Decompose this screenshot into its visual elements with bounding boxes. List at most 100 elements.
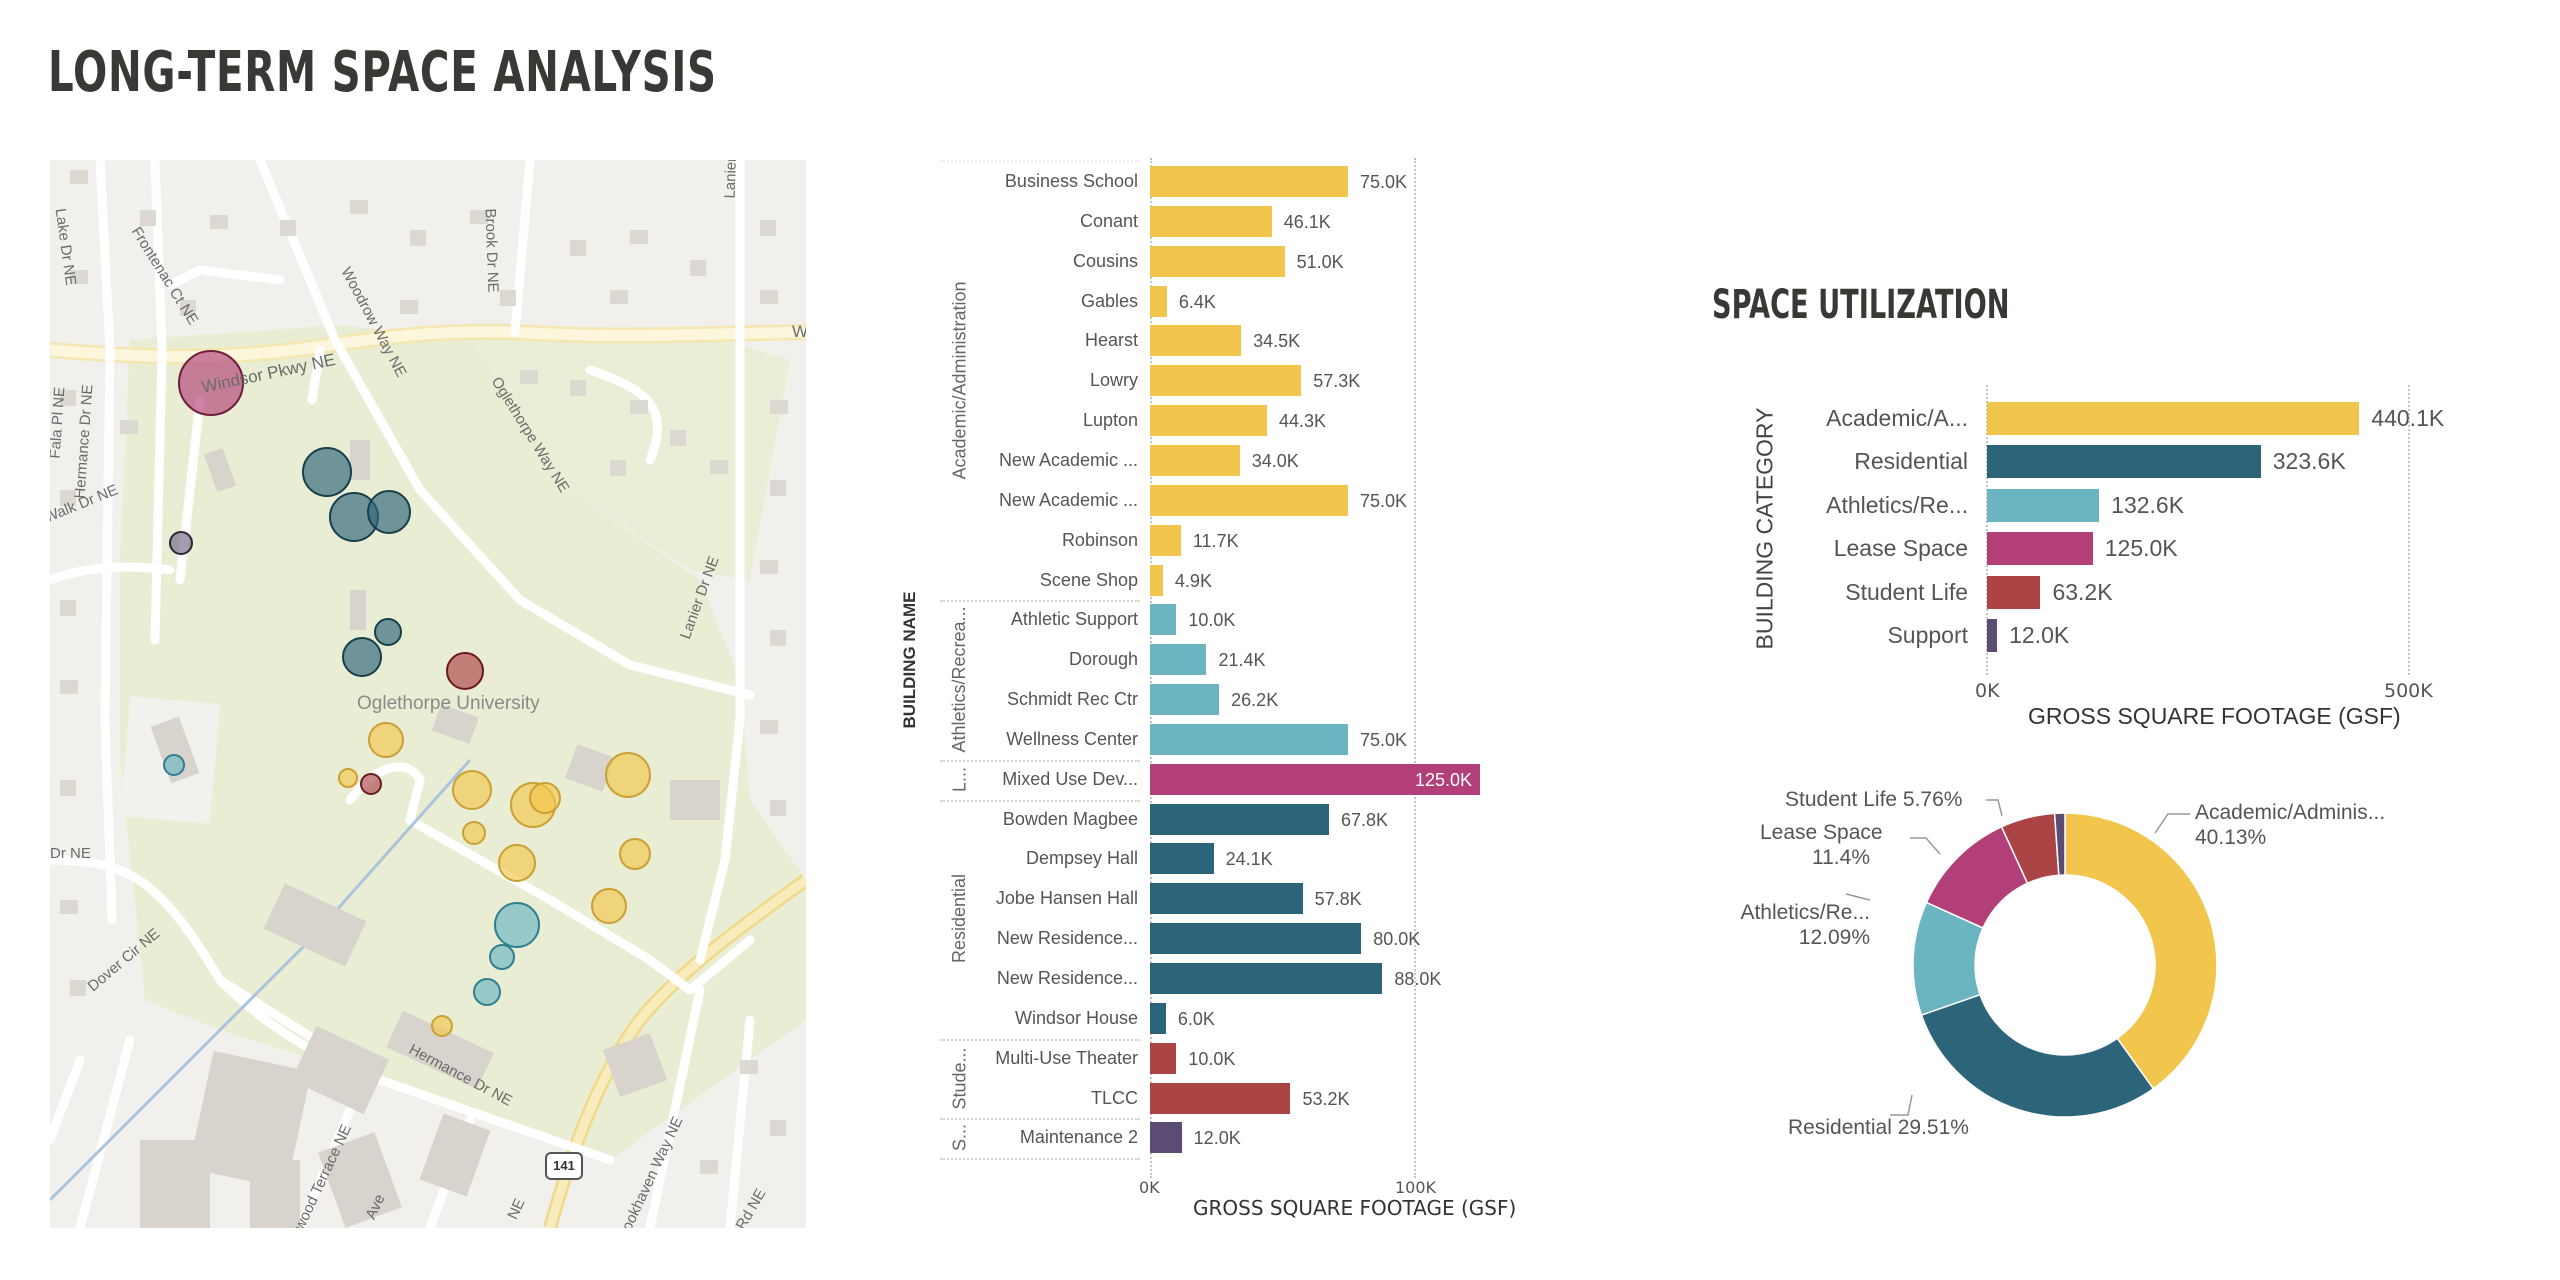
bar-value: 6.0K: [1177, 1008, 1215, 1029]
bar-label: Business School: [1004, 171, 1138, 191]
map-bubble[interactable]: [338, 768, 358, 788]
donut-slice[interactable]: [1920, 993, 2155, 1118]
category-label: Residential: [1854, 448, 1968, 474]
group-label: Residential: [949, 874, 970, 964]
street-label: Brook Dr NE: [481, 208, 502, 293]
bar[interactable]: [1150, 763, 1480, 795]
bar-label: Windsor House: [1014, 1007, 1138, 1028]
bar[interactable]: [1150, 604, 1177, 636]
map-bubble[interactable]: [462, 821, 486, 845]
category-value: 323.6K: [2272, 448, 2346, 474]
bar[interactable]: [1150, 285, 1167, 317]
bar[interactable]: [1150, 245, 1285, 277]
map-bubble[interactable]: [619, 838, 651, 870]
bar[interactable]: [1150, 444, 1240, 476]
gridline-100k: [1414, 158, 1416, 1178]
bar[interactable]: [1150, 1122, 1182, 1154]
donut-chart: [1845, 799, 2218, 1118]
x-tick: 100K: [1395, 1178, 1437, 1197]
bar[interactable]: [1150, 684, 1220, 716]
category-bar[interactable]: [1987, 576, 2041, 609]
bar-value: 4.9K: [1174, 570, 1212, 591]
map-bubble[interactable]: [302, 447, 352, 497]
bar-value: 10.0K: [1188, 610, 1236, 631]
x-axis-title: GROSS SQUARE FOOTAGE (GSF): [1193, 1196, 1517, 1220]
bar-label: Mixed Use Dev...: [1002, 768, 1138, 789]
bar-value: 21.4K: [1218, 650, 1266, 671]
bar[interactable]: [1150, 883, 1303, 915]
category-label: Support: [1887, 622, 1968, 648]
bar-value: 125.0K: [1414, 769, 1472, 790]
category-bar[interactable]: [1987, 402, 2360, 435]
category-value: 63.2K: [2052, 579, 2113, 605]
bar[interactable]: [1150, 524, 1181, 556]
map-bubble[interactable]: [498, 844, 536, 882]
bar-label: New Residence...: [996, 928, 1138, 949]
group-separator: [940, 1118, 1140, 1121]
group-label: Academic/Administration: [949, 281, 970, 480]
map-bubble[interactable]: [446, 652, 484, 690]
category-bar[interactable]: [1987, 532, 2093, 565]
category-bar[interactable]: [1987, 619, 1998, 652]
map-bubble[interactable]: [367, 490, 411, 534]
map-bubble[interactable]: [342, 637, 382, 677]
bar-value: 26.2K: [1231, 690, 1279, 711]
map-bubble[interactable]: [178, 350, 244, 416]
map-bubble[interactable]: [452, 770, 492, 810]
map-bubble[interactable]: [360, 773, 382, 795]
bar-label: Gables: [1080, 290, 1138, 311]
bar-value: 80.0K: [1373, 929, 1421, 950]
bar-value: 75.0K: [1360, 172, 1408, 192]
bar[interactable]: [1150, 1082, 1291, 1114]
map-bubble[interactable]: [163, 754, 185, 776]
bar[interactable]: [1150, 963, 1383, 994]
bar[interactable]: [1150, 644, 1207, 676]
bar[interactable]: [1150, 365, 1302, 397]
category-bar[interactable]: [1987, 445, 2261, 478]
bar-label: Scene Shop: [1039, 569, 1138, 590]
bar[interactable]: [1150, 1042, 1177, 1074]
page-title: LONG-TERM SPACE ANALYSIS: [48, 40, 717, 105]
bar[interactable]: [1150, 843, 1214, 875]
map-bubble[interactable]: [169, 531, 193, 555]
group-separator: [940, 1038, 1140, 1041]
bar[interactable]: [1150, 1002, 1166, 1034]
bar-label: New Academic ...: [998, 489, 1138, 510]
bar[interactable]: [1150, 723, 1348, 755]
map-bubble[interactable]: [374, 618, 402, 646]
bar-label: Conant: [1079, 210, 1138, 231]
map-bubble[interactable]: [529, 782, 561, 814]
bar-value: 51.0K: [1296, 251, 1344, 272]
bar[interactable]: [1150, 205, 1272, 237]
bar-label: Cousins: [1072, 250, 1138, 271]
donut-label-lease: Lease Space 11.4%: [1760, 821, 1883, 869]
donut-label-residential: Residential 29.51%: [1788, 1116, 1969, 1139]
map-bubble[interactable]: [489, 944, 515, 970]
bar-label: New Residence...: [996, 968, 1138, 988]
bar[interactable]: [1150, 325, 1242, 357]
bar[interactable]: [1150, 166, 1348, 197]
campus-map[interactable]: Windsor Pkwy NE Woodrow Way NE Oglethorp…: [50, 160, 806, 1228]
donut-slice[interactable]: [2064, 812, 2218, 1090]
leader-line: [2154, 813, 2190, 834]
x-axis-title: GROSS SQUARE FOOTAGE (GSF): [2028, 703, 2401, 729]
map-bubble[interactable]: [494, 902, 540, 948]
bar[interactable]: [1150, 564, 1163, 596]
map-bubble[interactable]: [605, 752, 651, 798]
donut-slice[interactable]: [2053, 812, 2066, 877]
map-bubble[interactable]: [431, 1015, 453, 1037]
map-bubble[interactable]: [368, 722, 404, 758]
bar[interactable]: [1150, 484, 1348, 516]
group-label: L...: [949, 766, 970, 792]
street-label: Lanier Dr NE: [722, 160, 742, 199]
category-bar[interactable]: [1987, 489, 2100, 522]
category-label: Athletics/Re...: [1826, 492, 1968, 518]
bar-label: Lupton: [1082, 410, 1138, 431]
bar[interactable]: [1150, 803, 1329, 835]
map-bubble[interactable]: [591, 888, 627, 924]
bar[interactable]: [1150, 405, 1267, 437]
bar[interactable]: [1150, 923, 1362, 955]
map-bubble[interactable]: [473, 978, 501, 1006]
gridline-0k: [1986, 385, 1988, 675]
bar-value: 12.0K: [1193, 1128, 1241, 1149]
